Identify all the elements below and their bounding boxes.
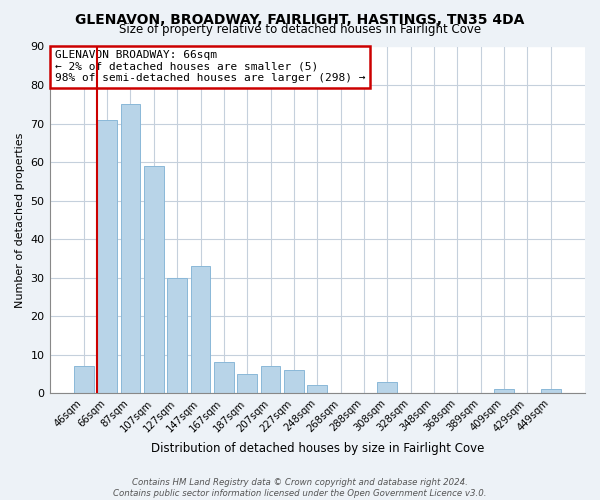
Text: GLENAVON, BROADWAY, FAIRLIGHT, HASTINGS, TN35 4DA: GLENAVON, BROADWAY, FAIRLIGHT, HASTINGS,… — [76, 12, 524, 26]
Bar — [494, 390, 514, 393]
Bar — [144, 166, 164, 393]
Bar — [307, 386, 327, 393]
Text: Size of property relative to detached houses in Fairlight Cove: Size of property relative to detached ho… — [119, 22, 481, 36]
Y-axis label: Number of detached properties: Number of detached properties — [15, 132, 25, 308]
Bar — [284, 370, 304, 393]
Bar — [214, 362, 234, 393]
X-axis label: Distribution of detached houses by size in Fairlight Cove: Distribution of detached houses by size … — [151, 442, 484, 455]
Bar — [191, 266, 211, 393]
Bar — [167, 278, 187, 393]
Text: Contains HM Land Registry data © Crown copyright and database right 2024.
Contai: Contains HM Land Registry data © Crown c… — [113, 478, 487, 498]
Bar — [97, 120, 117, 393]
Bar — [74, 366, 94, 393]
Bar — [377, 382, 397, 393]
Bar — [238, 374, 257, 393]
Bar — [121, 104, 140, 393]
Bar — [541, 390, 560, 393]
Bar — [260, 366, 280, 393]
Text: GLENAVON BROADWAY: 66sqm
← 2% of detached houses are smaller (5)
98% of semi-det: GLENAVON BROADWAY: 66sqm ← 2% of detache… — [55, 50, 365, 83]
